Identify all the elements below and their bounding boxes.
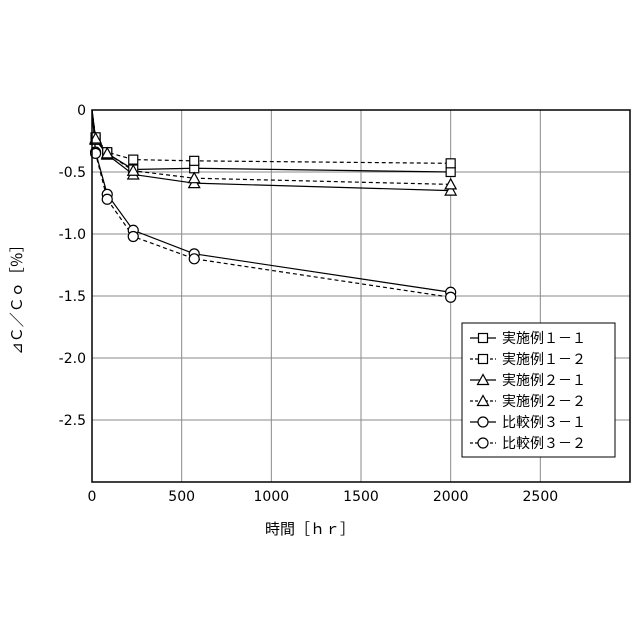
legend: 実施例１－１ 実施例１－２ 実施例２－１ 実施例２－２ 比較例３－１ 比較例３－２ bbox=[462, 323, 615, 457]
x-tick-label: 2500 bbox=[523, 489, 559, 505]
data-point bbox=[128, 231, 138, 241]
data-point bbox=[446, 292, 456, 302]
x-axis-label: 時間［ｈｒ］ bbox=[265, 520, 355, 538]
data-point bbox=[446, 168, 455, 177]
legend-label: 実施例１－２ bbox=[502, 352, 586, 368]
data-point bbox=[190, 156, 199, 165]
y-tick-label: -2.5 bbox=[59, 413, 86, 429]
data-point bbox=[446, 159, 455, 168]
y-tick-label: 0 bbox=[77, 103, 86, 119]
y-tick-label: -2.0 bbox=[59, 351, 86, 367]
x-tick-labels: 0 500 1000 1500 2000 2500 bbox=[88, 489, 559, 505]
x-tick-label: 0 bbox=[88, 489, 97, 505]
legend-label: 実施例２－２ bbox=[502, 394, 586, 410]
series-markers bbox=[90, 133, 456, 302]
y-tick-label: -1.0 bbox=[59, 227, 86, 243]
legend-label: 比較例３－１ bbox=[502, 415, 586, 431]
legend-marker bbox=[478, 438, 488, 448]
legend-marker bbox=[478, 417, 488, 427]
legend-label: 比較例３－２ bbox=[502, 436, 586, 452]
y-tick-label: -0.5 bbox=[59, 165, 86, 181]
x-tick-label: 2000 bbox=[433, 489, 469, 505]
y-axis-label: ⊿Ｃ／Ｃｏ［％］ bbox=[8, 237, 26, 355]
data-point bbox=[129, 155, 138, 164]
legend-label: 実施例２－１ bbox=[502, 373, 586, 389]
x-tick-label: 1000 bbox=[254, 489, 290, 505]
legend-label: 実施例１－１ bbox=[502, 331, 586, 347]
data-point bbox=[102, 194, 112, 204]
legend-marker bbox=[479, 355, 488, 364]
data-point bbox=[189, 254, 199, 264]
legend-marker bbox=[479, 334, 488, 343]
x-tick-label: 1500 bbox=[343, 489, 379, 505]
y-tick-label: -1.5 bbox=[59, 289, 86, 305]
y-tick-labels: 0 -0.5 -1.0 -1.5 -2.0 -2.5 bbox=[59, 103, 86, 429]
x-tick-label: 500 bbox=[168, 489, 195, 505]
